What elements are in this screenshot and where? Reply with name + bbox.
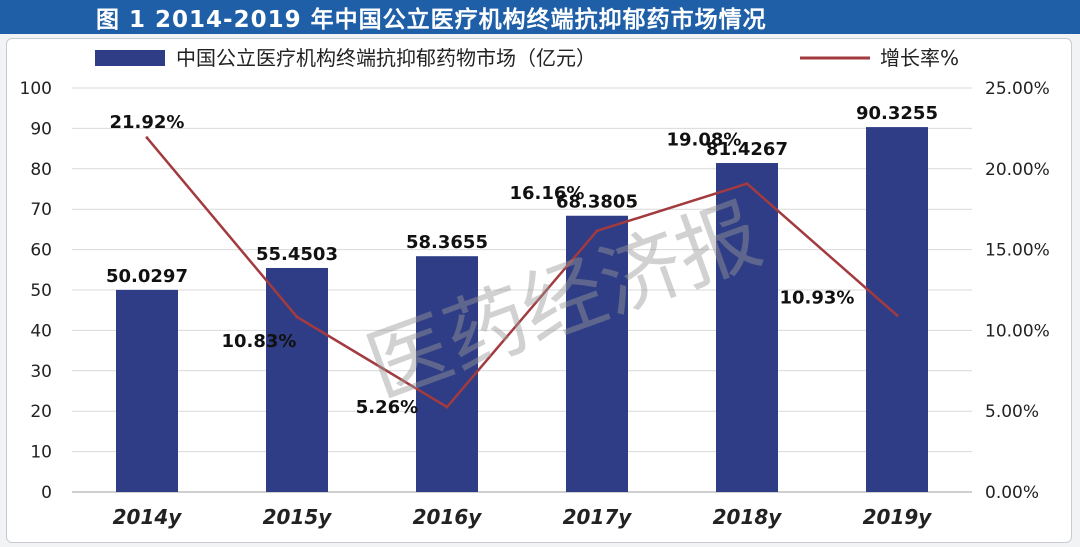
y-right-tick-label: 25.00% (985, 79, 1050, 99)
line-point (295, 315, 299, 319)
line-point (145, 136, 149, 140)
line-value-label: 16.16% (510, 183, 585, 204)
growth-rate-line (146, 136, 898, 409)
y-left-tick-label: 90 (30, 119, 52, 139)
y-left-tick-label: 10 (30, 443, 52, 463)
y-left-tick-label: 40 (30, 321, 52, 341)
x-tick-label: 2014y (113, 505, 183, 529)
line-point (445, 405, 449, 409)
chart-title: 图 1 2014-2019 年中国公立医疗机构终端抗抑郁药市场情况 (96, 7, 767, 33)
legend-bar-label: 中国公立医疗机构终端抗抑郁药物市场（亿元） (176, 46, 596, 70)
legend-line-label: 增长率% (880, 46, 959, 70)
y-left-tick-label: 20 (30, 402, 52, 422)
line-point (745, 182, 749, 186)
legend-bar-swatch (95, 50, 165, 66)
bar-value-label: 81.4267 (706, 139, 788, 160)
x-tick-label: 2018y (713, 505, 783, 529)
bar-value-label: 55.4503 (256, 244, 338, 265)
line-value-label: 10.83% (222, 331, 297, 352)
y-left-tick-label: 100 (20, 79, 52, 99)
bar (416, 256, 478, 492)
y-left-tick-label: 0 (41, 483, 52, 503)
y-left-tick-label: 70 (30, 200, 52, 220)
line-point (595, 229, 599, 233)
bar (566, 215, 628, 492)
y-right-tick-label: 10.00% (985, 321, 1050, 341)
bar (866, 127, 928, 493)
title-bar: 图 1 2014-2019 年中国公立医疗机构终端抗抑郁药市场情况 (0, 0, 1080, 34)
y-right-tick-label: 20.00% (985, 160, 1050, 180)
x-tick-label: 2016y (413, 505, 483, 529)
x-tick-label: 2019y (863, 505, 933, 529)
line-value-label: 19.08% (667, 130, 742, 151)
bar (116, 289, 178, 492)
bar-value-label: 58.3655 (406, 232, 488, 253)
bar (266, 267, 328, 492)
y-left-tick-label: 50 (30, 281, 52, 301)
bar-value-label: 50.0297 (106, 266, 188, 287)
bar (716, 163, 778, 492)
y-left-tick-label: 30 (30, 362, 52, 382)
y-left-tick-label: 80 (30, 160, 52, 180)
x-tick-label: 2015y (263, 505, 333, 529)
y-right-tick-label: 5.00% (985, 402, 1039, 422)
line-value-label: 10.93% (780, 287, 855, 308)
y-right-tick-label: 0.00% (985, 483, 1039, 503)
y-left-tick-label: 60 (30, 241, 52, 261)
bar-value-label: 90.3255 (856, 103, 938, 124)
y-right-tick-label: 15.00% (985, 241, 1050, 261)
x-tick-label: 2017y (563, 505, 633, 529)
line-value-label: 21.92% (110, 112, 185, 133)
line-value-label: 5.26% (356, 397, 418, 418)
line-point (895, 313, 899, 317)
bar-value-label: 68.3805 (556, 192, 638, 213)
